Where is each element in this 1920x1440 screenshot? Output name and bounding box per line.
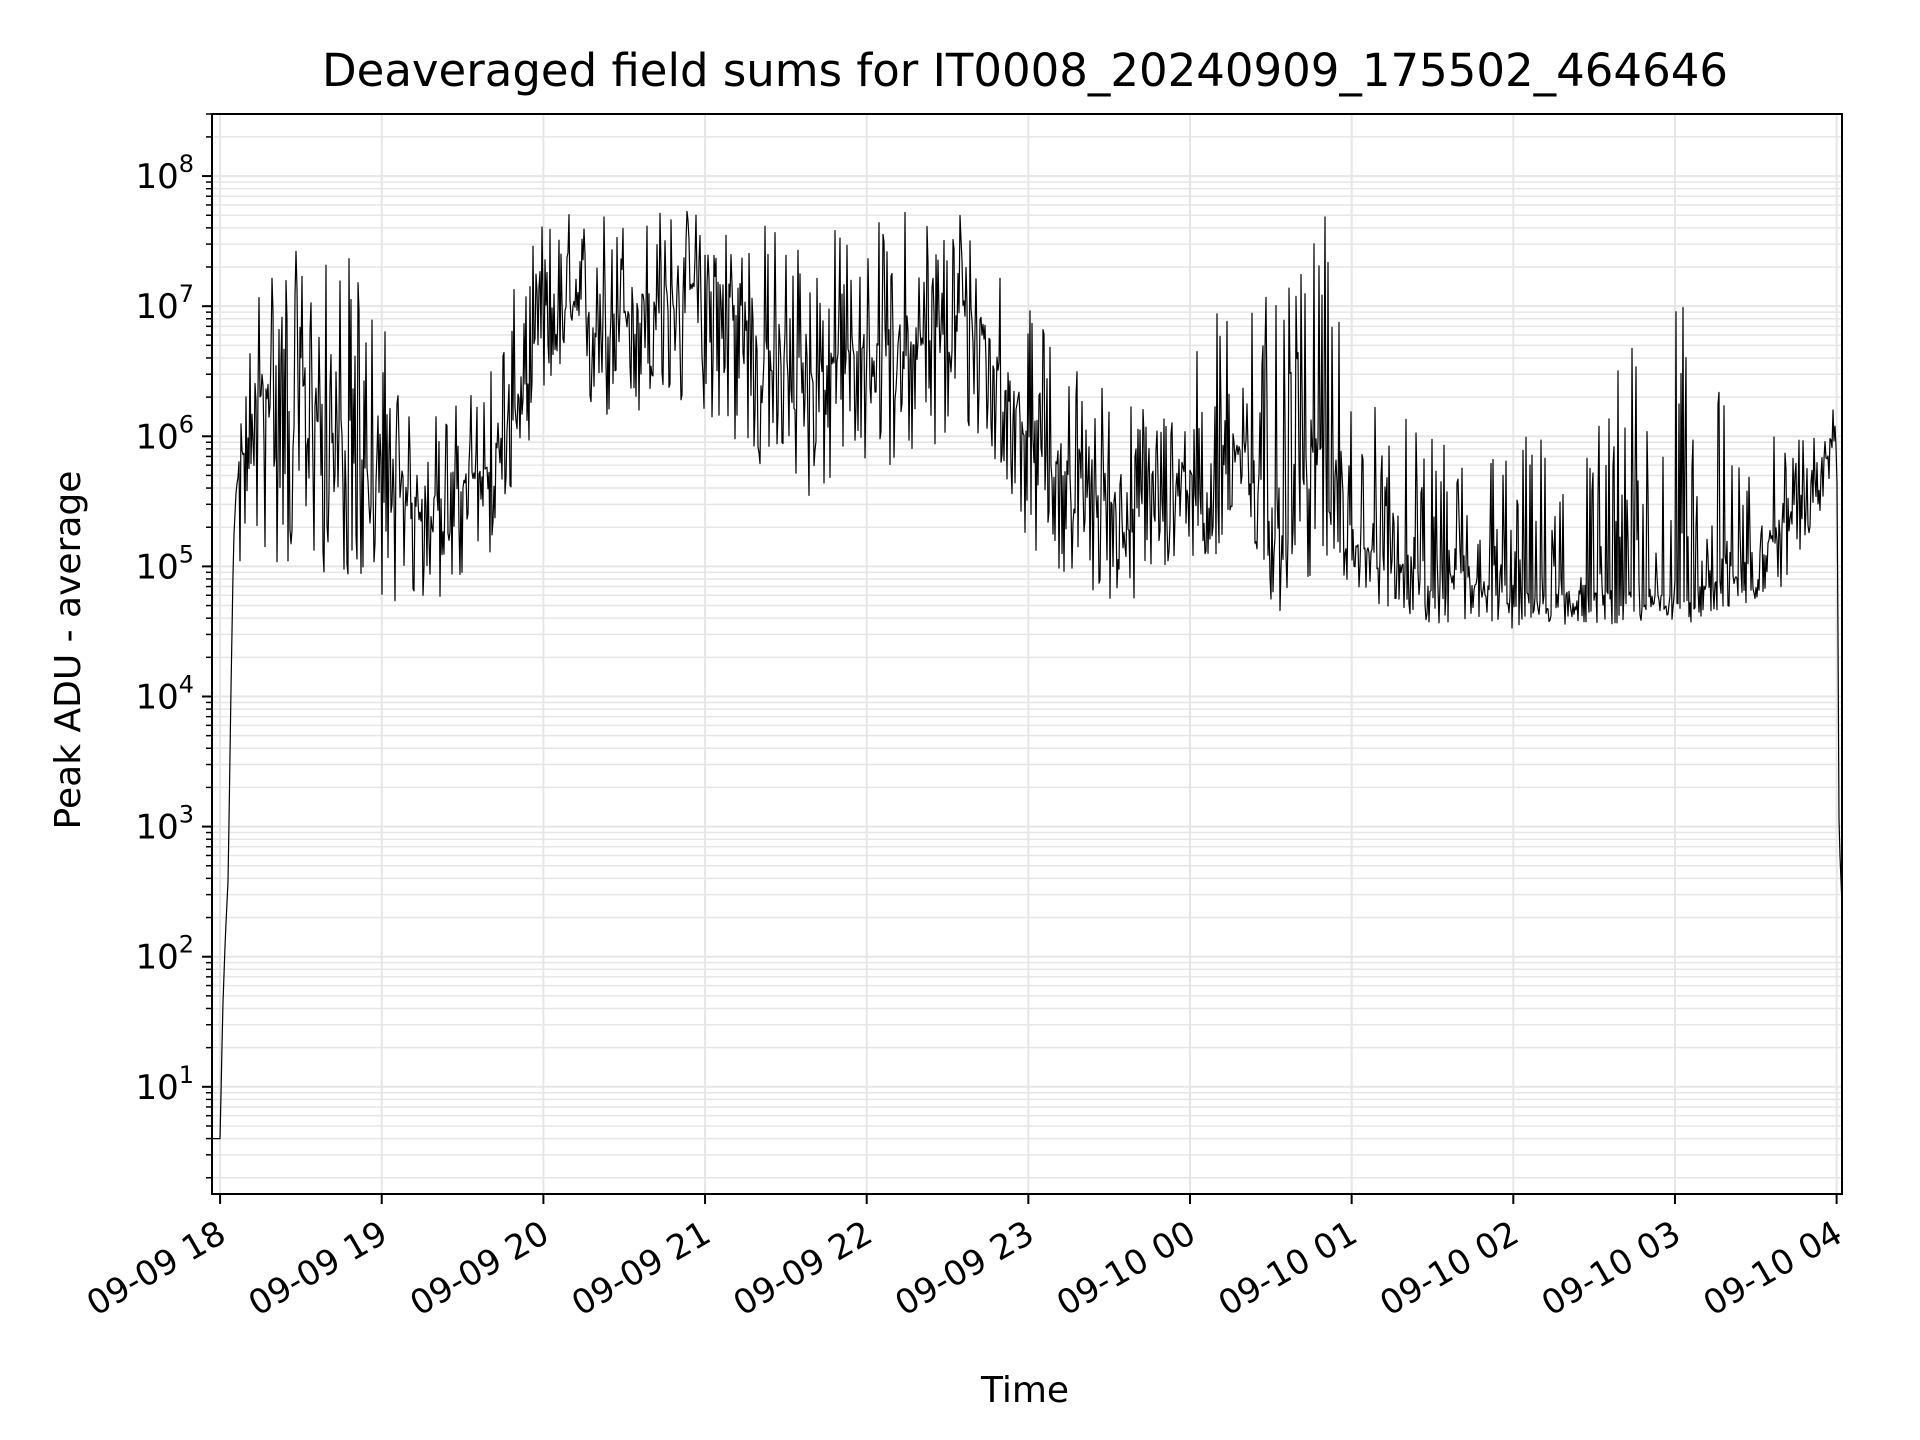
y-tick-label: 105 [135,540,194,587]
x-axis-label: Time [980,1370,1069,1411]
series-line-peak-adu [212,210,1843,1140]
y-tick-exponent: 6 [179,410,194,438]
y-tick-label: 101 [135,1061,194,1108]
chart-title: Deaveraged field sums for IT0008_2024090… [322,44,1728,97]
y-tick-exponent: 4 [179,670,194,698]
y-tick-label: 107 [135,280,194,327]
y-axis-label: Peak ADU - average [48,471,89,830]
y-tick-label: 103 [135,801,194,848]
y-tick-label: 106 [135,410,194,457]
y-tick-exponent: 2 [179,931,194,959]
y-tick-exponent: 5 [179,540,194,568]
y-tick-base: 10 [135,287,178,327]
y-tick-exponent: 7 [179,280,194,308]
y-tick-exponent: 1 [179,1061,194,1089]
plot-area-frame [211,113,1843,1195]
y-tick-label: 108 [135,150,194,197]
y-tick-label: 104 [135,670,194,717]
y-tick-base: 10 [135,1068,178,1108]
y-tick-exponent: 8 [179,150,194,178]
y-tick-exponent: 3 [179,801,194,829]
y-tick-base: 10 [135,677,178,717]
y-tick-base: 10 [135,417,178,457]
y-tick-base: 10 [135,808,178,848]
y-tick-base: 10 [135,547,178,587]
y-tick-base: 10 [135,157,178,197]
y-tick-label: 102 [135,931,194,978]
y-tick-base: 10 [135,938,178,978]
